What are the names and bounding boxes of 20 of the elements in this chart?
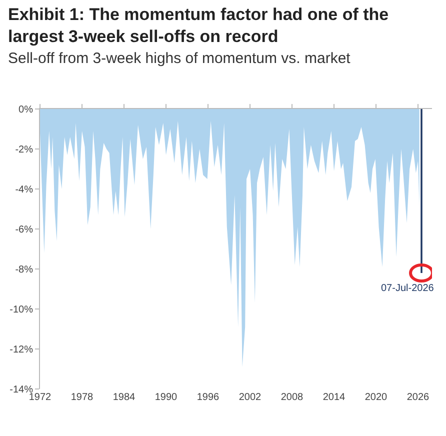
- x-tick-label: 2020: [364, 392, 388, 403]
- x-tick-label: 1984: [112, 392, 136, 403]
- y-tick-label: 0%: [18, 104, 34, 116]
- chart-title: Exhibit 1: The momentum factor had one of the largest 3-week sell-offs on record: [8, 4, 390, 48]
- x-tick-label: 2008: [280, 392, 304, 403]
- y-tick-label: -8%: [15, 264, 34, 276]
- x-tick-label: 2026: [406, 392, 430, 403]
- chart-subtitle: Sell-off from 3-week highs of momentum vs. market: [8, 49, 352, 69]
- y-tick-label: -12%: [10, 344, 34, 356]
- x-tick-label: 1978: [70, 392, 94, 403]
- y-tick-label: -6%: [15, 224, 34, 236]
- x-tick-label: 1972: [28, 392, 52, 403]
- x-tick-label: 2002: [238, 392, 262, 403]
- y-tick-label: -2%: [15, 144, 34, 156]
- x-tick-label: 2014: [322, 392, 346, 403]
- annotation: 07-Jul-2026: [381, 283, 434, 294]
- x-tick-label: 1990: [154, 392, 178, 403]
- y-tick-label: -10%: [10, 304, 34, 316]
- x-tick-label: 1996: [196, 392, 220, 403]
- y-tick-label: -4%: [15, 184, 34, 196]
